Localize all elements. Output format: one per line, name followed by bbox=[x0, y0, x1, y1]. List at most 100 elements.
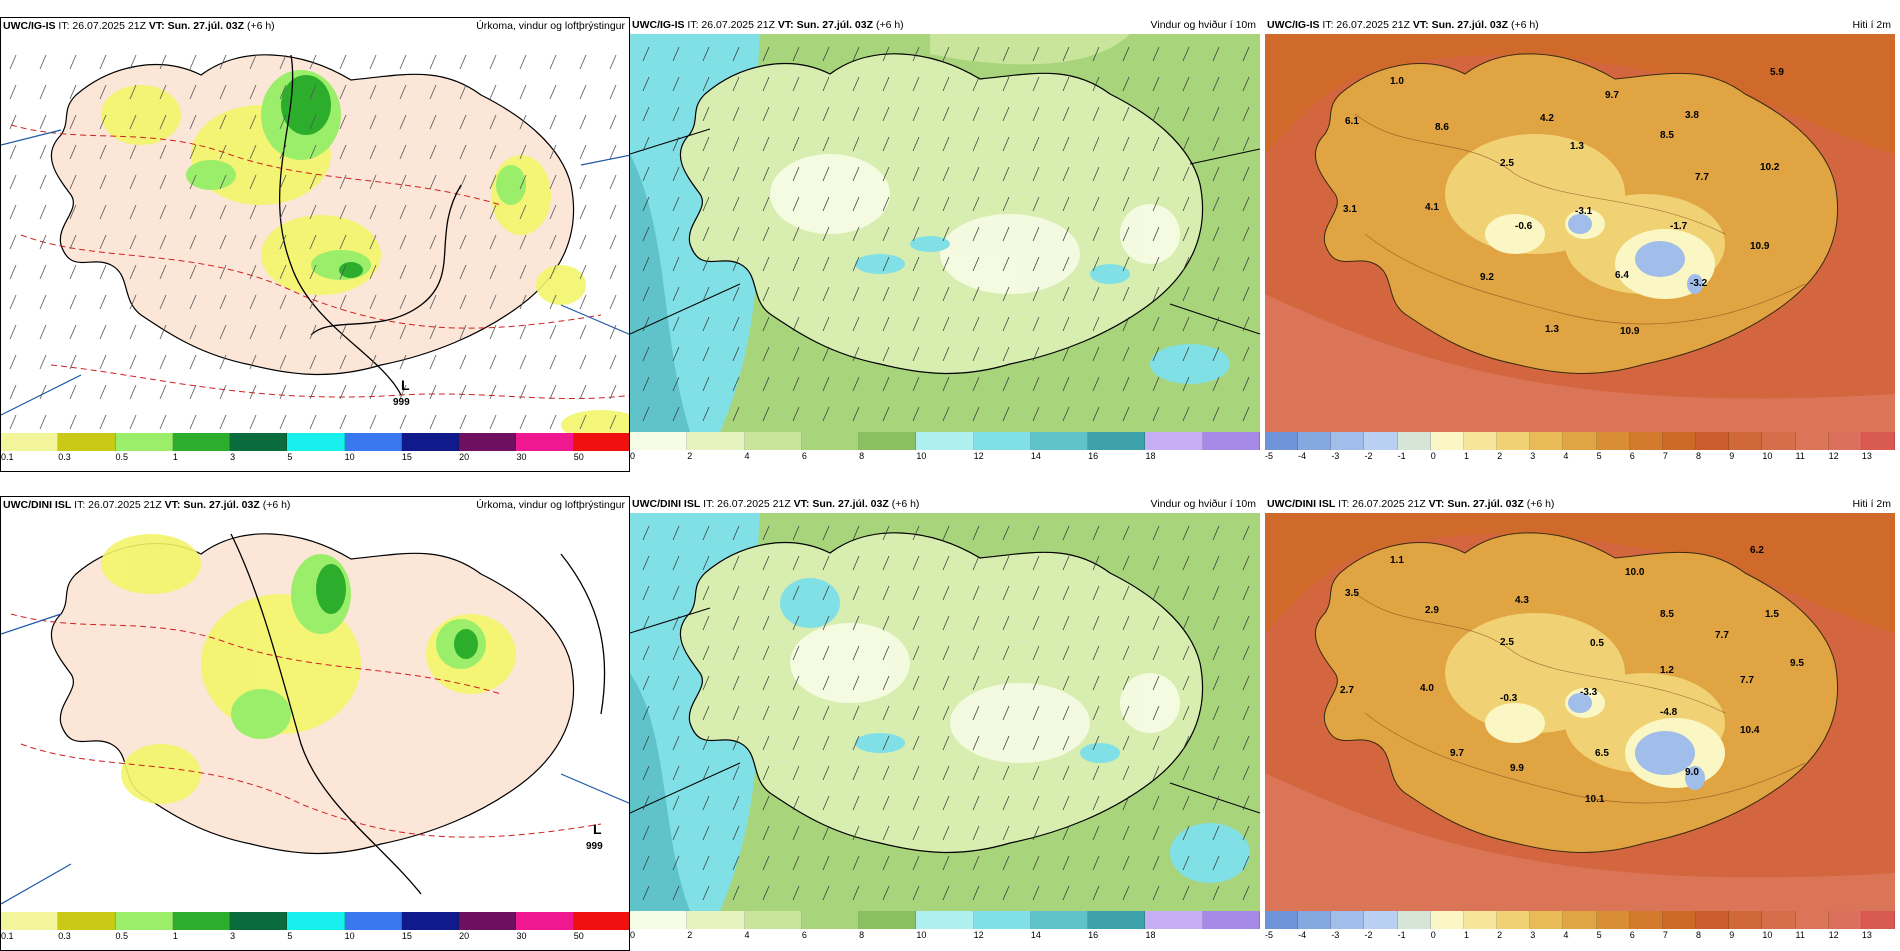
colorbar-tick-label: -5 bbox=[1265, 451, 1274, 461]
wind-barb bbox=[69, 384, 77, 400]
wind-arrow bbox=[1152, 765, 1160, 781]
wind-arrow bbox=[882, 555, 890, 571]
wind-arrow bbox=[642, 525, 650, 541]
wind-barb bbox=[369, 414, 377, 430]
wind-arrow bbox=[1092, 346, 1100, 362]
wind-arrow bbox=[1122, 855, 1130, 871]
panel-title: Vindur og hviður í 10m bbox=[1150, 19, 1256, 31]
wind-colorbar-ticks: 0 2 4 6 8 10 12 14 16 18 bbox=[630, 450, 1260, 464]
temp-value-label: 8.5 bbox=[1660, 609, 1674, 620]
wind-arrow bbox=[942, 76, 950, 92]
wind-arrow bbox=[912, 555, 920, 571]
wind-arrow bbox=[972, 585, 980, 601]
wind-arrow bbox=[642, 825, 650, 841]
wind-arrow bbox=[822, 885, 830, 901]
wind-arrow bbox=[1152, 885, 1160, 901]
colorbar-tick-label: 1 bbox=[172, 931, 178, 941]
wind-arrow bbox=[762, 136, 770, 152]
wind-arrow bbox=[942, 585, 950, 601]
wind-arrow bbox=[972, 825, 980, 841]
wind-arrow bbox=[732, 376, 740, 392]
colorbar-swatch bbox=[973, 432, 1031, 450]
colorbar-tick-label: 0 bbox=[630, 451, 636, 461]
wind-arrow bbox=[1002, 525, 1010, 541]
wind-arrow bbox=[792, 825, 800, 841]
colorbar-swatch bbox=[1729, 432, 1763, 450]
wind-arrow bbox=[1002, 825, 1010, 841]
lead-time: (+6 h) bbox=[262, 499, 291, 511]
wind-arrow bbox=[732, 46, 740, 62]
wind-arrow bbox=[1032, 615, 1040, 631]
low-pressure-label: L bbox=[593, 821, 602, 837]
wind-barb bbox=[159, 294, 167, 310]
colorbar-swatch bbox=[630, 911, 688, 929]
wind-arrow bbox=[762, 346, 770, 362]
init-time: IT: 26.07.2025 21Z bbox=[1338, 498, 1426, 510]
wind-arrow bbox=[882, 705, 890, 721]
wind-arrow bbox=[1002, 106, 1010, 122]
colorbar-swatch bbox=[687, 911, 745, 929]
wind-arrow bbox=[1062, 256, 1070, 272]
colorbar-swatch bbox=[115, 433, 173, 451]
wind-arrow bbox=[1062, 855, 1070, 871]
wind-arrow bbox=[1032, 765, 1040, 781]
colorbar-tick-label: 1 bbox=[1463, 930, 1469, 940]
wind-arrow bbox=[942, 46, 950, 62]
wind-arrow bbox=[762, 765, 770, 781]
wind-arrow bbox=[882, 346, 890, 362]
wind-arrow bbox=[1002, 705, 1010, 721]
wind-barb bbox=[609, 114, 617, 130]
wind-barb bbox=[459, 144, 467, 160]
colorbar-swatch bbox=[801, 911, 860, 929]
wind-arrow bbox=[1242, 256, 1250, 272]
wind-barb bbox=[279, 114, 287, 130]
wind-barb bbox=[399, 384, 407, 400]
wind-barb bbox=[429, 174, 437, 190]
colorbar-swatch bbox=[1030, 911, 1089, 929]
wind-arrow bbox=[1182, 855, 1190, 871]
wind-barb bbox=[219, 264, 227, 280]
wind-barb bbox=[369, 384, 377, 400]
wind-arrow bbox=[852, 825, 860, 841]
wind-arrow bbox=[732, 585, 740, 601]
wind-barb bbox=[369, 234, 377, 250]
wind-barb bbox=[9, 84, 17, 100]
wind-barb bbox=[459, 324, 467, 340]
colorbar-tick-label: 11 bbox=[1795, 930, 1805, 940]
wind-arrow bbox=[1062, 406, 1070, 422]
temp-colorbar bbox=[1265, 911, 1895, 929]
wind-arrow bbox=[1122, 136, 1130, 152]
colorbar-tick-label: 6 bbox=[1629, 930, 1635, 940]
wind-barb bbox=[39, 234, 47, 250]
wind-arrow bbox=[852, 196, 860, 212]
colorbar-swatch bbox=[115, 912, 173, 930]
temp-value-label: 6.1 bbox=[1345, 116, 1359, 127]
wind-arrow bbox=[642, 316, 650, 332]
colorbar-swatch bbox=[1298, 432, 1332, 450]
wind-barb bbox=[519, 234, 527, 250]
wind-arrow bbox=[1002, 226, 1010, 242]
colorbar-swatch bbox=[172, 912, 231, 930]
wind-arrow bbox=[1152, 675, 1160, 691]
wind-arrow bbox=[1032, 226, 1040, 242]
wind-arrow bbox=[882, 256, 890, 272]
wind-arrow bbox=[642, 46, 650, 62]
colorbar-swatch bbox=[1202, 911, 1260, 929]
colorbar-swatch bbox=[1596, 911, 1630, 929]
wind-arrow bbox=[1122, 765, 1130, 781]
wind-barb bbox=[99, 204, 107, 220]
temp-value-label: 4.0 bbox=[1420, 683, 1434, 694]
panel-title: Vindur og hviður í 10m bbox=[1150, 498, 1256, 510]
model-name: UWC/DINI ISL bbox=[632, 498, 701, 510]
wind-arrow bbox=[792, 196, 800, 212]
wind-barb bbox=[99, 384, 107, 400]
colorbar-tick-label: 0 bbox=[630, 930, 636, 940]
wind-arrow bbox=[942, 705, 950, 721]
wind-barb bbox=[39, 144, 47, 160]
wind-arrow bbox=[1182, 885, 1190, 901]
wind-barb bbox=[39, 264, 47, 280]
wind-colorbar bbox=[630, 432, 1260, 450]
wind-arrow bbox=[942, 555, 950, 571]
wind-arrow bbox=[702, 256, 710, 272]
temp-value-label: 6.5 bbox=[1595, 748, 1609, 759]
